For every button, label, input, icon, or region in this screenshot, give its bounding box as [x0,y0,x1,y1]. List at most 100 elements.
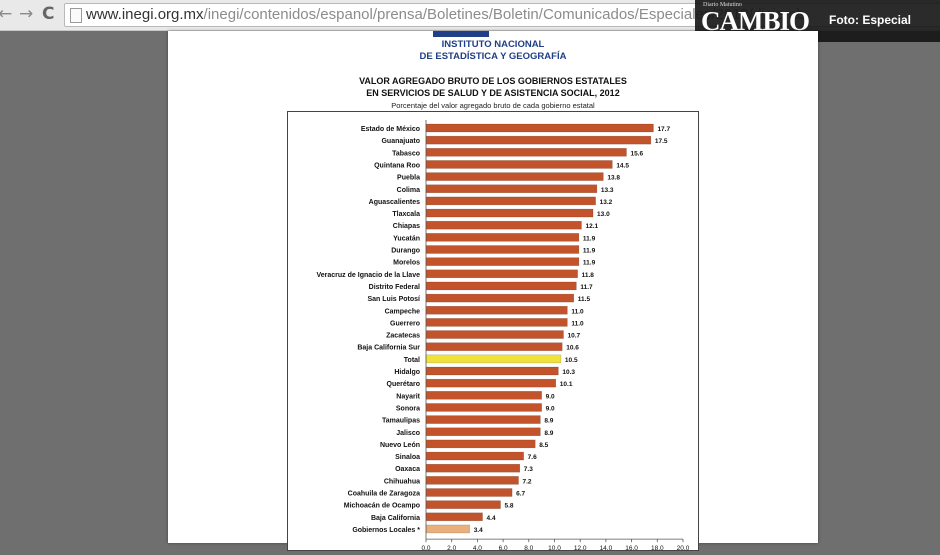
bar-chiapas [425,220,582,230]
bar-aguascalientes [425,196,596,206]
bar-durango [425,245,580,254]
value-label-yucatan: 11.9 [583,235,596,242]
back-arrow-icon[interactable]: ← [0,4,13,24]
category-label-campeche: Campeche [385,308,421,315]
badge-top-text: Diario Matutino [703,2,742,8]
document-page: INSTITUTO NACIONAL DE ESTADÍSTICA Y GEOG… [168,31,818,552]
value-label-estado-de-mexico: 17.7 [657,126,670,133]
value-label-distrito-federal: 11.7 [580,284,593,291]
bar-zacatecas [425,330,564,339]
photo-credit: Foto: Especial [829,13,912,27]
value-label-quintana-roo: 14.5 [616,162,629,169]
category-label-aguascalientes: Aguascalientes [369,199,420,206]
bar-total [425,354,562,364]
category-label-veracruz-de-ignacio-de-la-llave: Veracruz de Ignacio de la Llave [317,272,421,279]
category-label-chiapas: Chiapas [393,223,420,230]
x-tick-label-20-0: 20.0 [677,545,690,550]
bar-san-luis-potosi [425,293,575,303]
bar-baja-california [425,512,483,522]
category-label-tamaulipas: Tamaulipas [382,418,420,425]
bar-baja-california-sur [425,342,563,351]
category-label-queretaro: Querétaro [387,381,420,388]
value-label-guerrero: 11.0 [571,320,584,327]
category-label-tabasco: Tabasco [392,150,420,157]
bar-puebla [425,172,604,181]
value-label-jalisco: 8.9 [544,430,553,437]
page-icon [70,8,82,23]
value-label-morelos: 11.9 [583,260,596,267]
category-label-chihuahua: Chihuahua [384,478,420,485]
forward-arrow-icon[interactable]: → [19,4,34,24]
category-label-puebla: Puebla [397,175,420,182]
x-tick-label-12-0: 12.0 [574,545,587,550]
bar-guerrero [425,318,568,327]
value-label-veracruz-de-ignacio-de-la-llave: 11.8 [582,272,595,279]
value-label-oaxaca: 7.3 [524,466,533,473]
value-label-baja-california-sur: 10.6 [566,345,579,352]
bar-yucatan [425,233,580,242]
category-label-baja-california-sur: Baja California Sur [357,345,420,352]
value-label-sonora: 9.0 [546,405,555,412]
category-label-distrito-federal: Distrito Federal [369,284,420,291]
value-label-nuevo-leon: 8.5 [539,442,548,449]
bar-morelos [425,257,580,266]
value-label-chihuahua: 7.2 [523,478,532,485]
x-tick-label-18-0: 18.0 [651,545,664,550]
bar-tamaulipas [425,415,541,424]
value-label-sinaloa: 7.6 [528,454,537,461]
category-label-guerrero: Guerrero [390,320,420,327]
url-domain: www.inegi.org.mx [86,6,204,23]
category-label-coahuila-de-zaragoza: Coahuila de Zaragoza [348,491,420,498]
value-label-aguascalientes: 13.2 [600,199,613,206]
value-label-chiapas: 12.1 [585,223,598,230]
value-label-total: 10.5 [565,357,578,364]
category-label-tlaxcala: Tlaxcala [392,211,420,218]
value-label-guanajuato: 17.5 [655,138,668,145]
category-label-yucatan: Yucatán [393,235,420,242]
bar-guanajuato [425,135,652,145]
url-path: /inegi/contenidos/espanol/prensa/Boletin… [203,6,805,23]
value-label-queretaro: 10.1 [560,381,573,388]
x-tick-label-2-0: 2.0 [447,545,456,550]
bar-oaxaca [425,463,521,473]
value-label-zacatecas: 10.7 [567,333,580,340]
bar-quintana-roo [425,160,613,169]
value-label-gobiernos-locales: 3.4 [474,527,483,534]
x-tick-label-4-0: 4.0 [473,545,482,550]
category-label-colima: Colima [397,187,420,194]
x-tick-label-10-0: 10.0 [548,545,561,550]
x-tick-label-6-0: 6.0 [499,545,508,550]
bar-nuevo-leon [425,439,536,449]
institution-line1: INSTITUTO NACIONAL [441,39,545,50]
bar-tlaxcala [425,208,594,218]
reload-icon[interactable]: C [42,4,55,24]
value-label-durango: 11.9 [583,248,596,255]
x-tick-label-16-0: 16.0 [625,545,638,550]
category-label-jalisco: Jalisco [396,430,420,437]
value-label-campeche: 11.0 [571,308,584,315]
value-label-michoacan-de-ocampo: 5.8 [505,503,514,510]
category-label-michoacan-de-ocampo: Michoacán de Ocampo [344,503,420,510]
category-label-baja-california: Baja California [371,515,420,522]
bar-chart: Estado de México 17.7 Guanajuato 17.5 Tabasc… [317,120,690,552]
inegi-logo-icon [433,31,489,37]
bar-jalisco [425,427,541,436]
category-label-oaxaca: Oaxaca [395,466,420,473]
bar-nayarit [425,391,542,400]
bar-sonora [425,403,542,412]
value-label-san-luis-potosi: 11.5 [578,296,591,303]
bar-coahuila-de-zaragoza [425,488,513,497]
x-tick-label-0-0: 0.0 [421,545,430,550]
bar-gobiernos-locales [425,524,470,534]
x-tick-label-14-0: 14.0 [600,545,613,550]
bar-campeche [425,306,568,315]
bar-chihuahua [425,476,519,485]
bar-hidalgo [425,366,559,376]
bar-veracruz-de-ignacio-de-la-llave [425,269,578,279]
category-label-sonora: Sonora [396,405,420,412]
chart-title-line2: EN SERVICIOS DE SALUD Y DE ASISTENCIA SO… [366,88,620,98]
bar-estado-de-mexico [425,123,654,133]
value-label-colima: 13.3 [601,187,614,194]
chart-frame: Estado de México 17.7 Guanajuato 17.5 Tabasc… [287,111,699,552]
bar-queretaro [425,378,557,388]
